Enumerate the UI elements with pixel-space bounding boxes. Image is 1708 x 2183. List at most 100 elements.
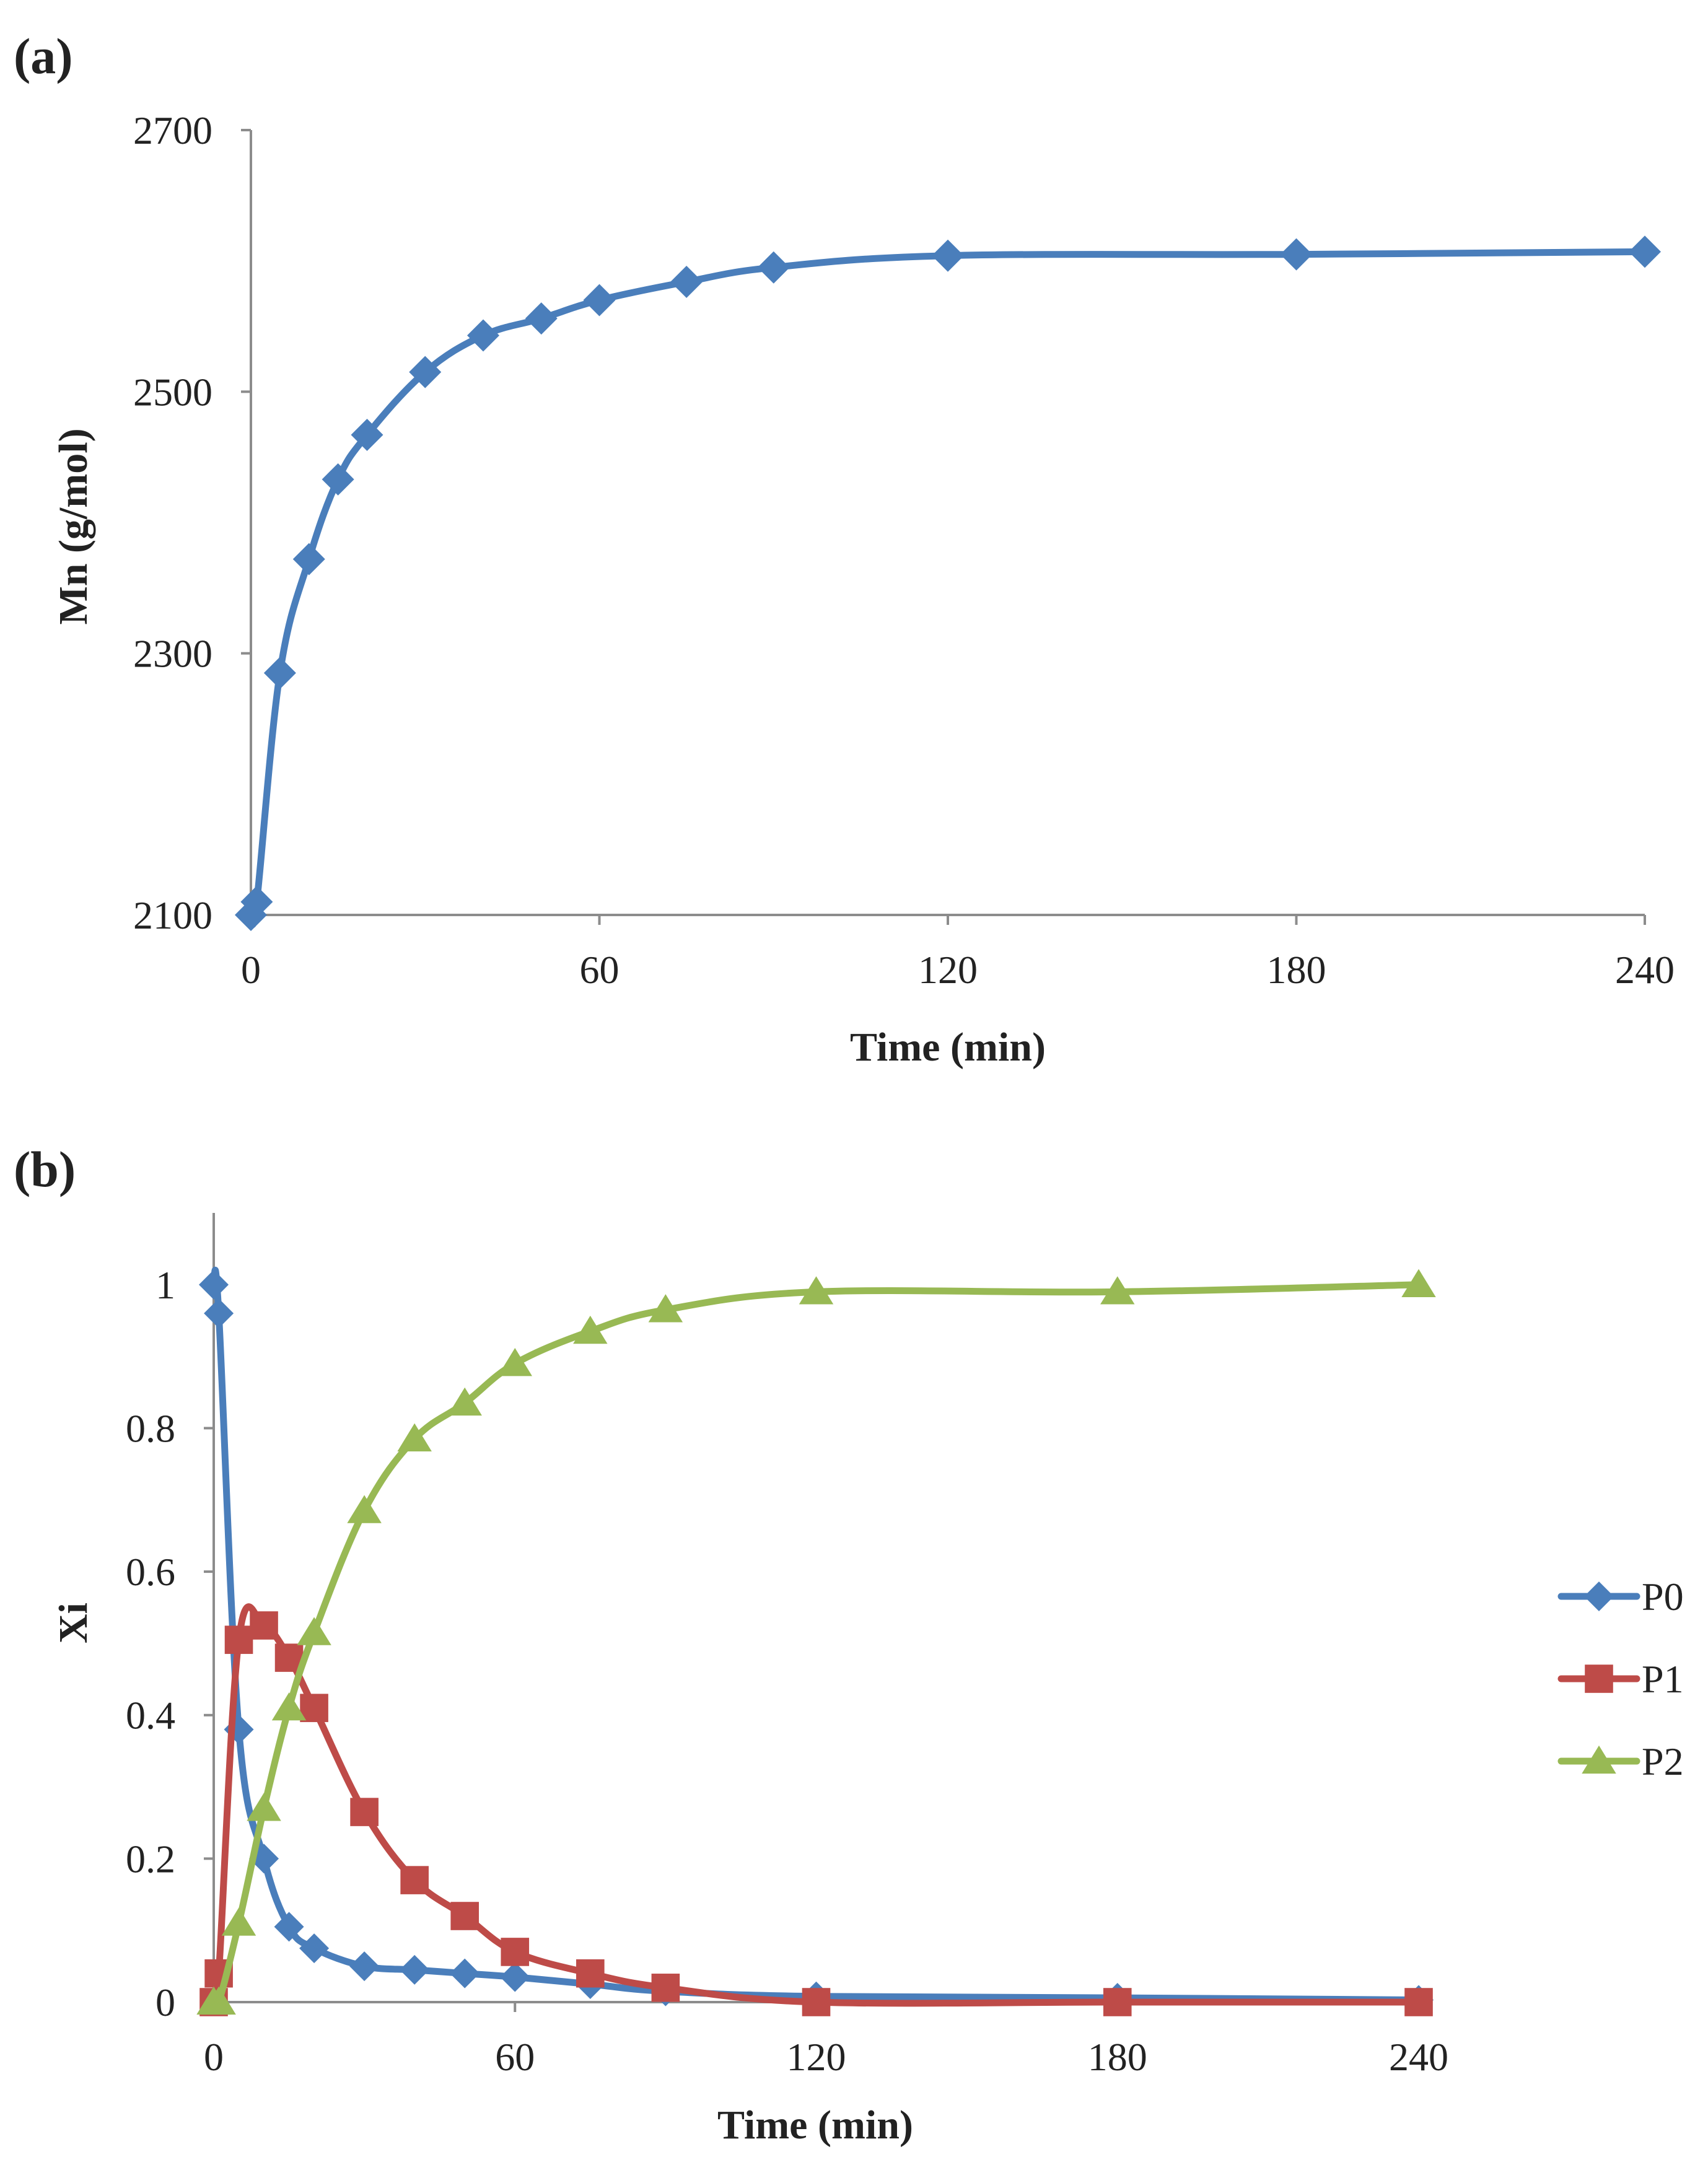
y-tick-label: 2500 [133,370,212,414]
x-tick-label: 120 [918,948,978,992]
panel-b-axes [204,1213,1420,2012]
panel-b-label: (b) [14,1141,76,1197]
panel-a-tick-labels: 2100 2300 2500 2700 0 60 120 180 240 [133,108,1675,992]
data-point [757,251,790,284]
data-point [322,463,354,496]
y-tick-label: 2700 [133,108,212,152]
data-point [271,1692,307,1721]
x-tick-label: 0 [204,2035,224,2079]
y-tick-label: 2100 [133,893,212,937]
panel-b-legend: P0 P1 P2 [1557,1575,1684,1783]
panel-b-x-axis-title: Time (min) [717,2102,913,2148]
data-point [1404,1988,1433,2016]
series-line-p2 [210,1281,1422,2012]
y-tick-label: 0.8 [126,1406,175,1450]
panel-a-series [235,235,1661,931]
legend-marker [1584,1581,1614,1611]
data-point [240,885,273,918]
data-point [648,1294,683,1323]
data-point [497,1348,532,1376]
data-point [651,1974,680,2002]
data-point [247,1793,281,1821]
data-point [397,1423,432,1451]
series-line-p0 [210,1266,1422,2003]
y-tick-label: 1 [155,1263,175,1307]
data-point [263,657,296,689]
data-point [204,1298,234,1329]
data-point [467,319,499,352]
data-point [347,1495,382,1523]
data-point [501,1938,530,1966]
data-point [1401,1269,1436,1297]
y-tick-label: 0.4 [126,1694,175,1738]
data-point [1629,235,1661,268]
y-tick-label: 2300 [133,632,212,676]
data-point [297,1617,331,1645]
series-p1 [199,1603,1433,2016]
legend-label: P2 [1642,1739,1684,1783]
data-point [525,302,558,335]
panel-b-chart: (b) 0 0.2 0.4 0.6 0.8 1 0 60 120 180 240 Time (min… [14,1141,1684,2148]
x-tick-label: 180 [1267,948,1326,992]
panel-a-chart: (a) 2100 2300 2500 2700 0 60 120 180 240 Time (m… [14,28,1675,1070]
panel-b-series [196,1266,1436,2016]
panel-b-tick-labels: 0 0.2 0.4 0.6 0.8 1 0 60 120 180 240 [126,1263,1448,2079]
data-point [670,265,703,298]
data-point [292,543,325,575]
data-point [1280,238,1313,271]
x-tick-label: 240 [1389,2035,1448,2079]
x-tick-label: 0 [241,948,261,992]
data-point [802,1988,831,2016]
x-tick-label: 60 [580,948,620,992]
legend-item-p2: P2 [1557,1739,1684,1783]
y-tick-label: 0.2 [126,1837,175,1881]
series-p2 [196,1269,1436,2015]
data-point [400,1866,429,1894]
series-mn [235,235,1661,931]
panel-a-label: (a) [14,28,73,84]
legend-marker [1582,1745,1616,1774]
series-line-p1 [210,1603,1422,2015]
legend-marker [1585,1665,1613,1693]
data-point [447,1387,482,1416]
series-line-mn [247,248,1649,929]
data-point [1103,1988,1132,2016]
data-point [199,1269,229,1300]
x-tick-label: 60 [495,2035,535,2079]
data-point [573,1315,608,1344]
data-point [799,1276,834,1305]
legend-label: P0 [1642,1575,1684,1619]
panel-b-y-axis-title: Xi [51,1603,96,1643]
data-point [409,356,442,388]
legend-item-p1: P1 [1557,1657,1684,1701]
y-tick-label: 0.6 [126,1550,175,1594]
legend-label: P1 [1642,1657,1684,1701]
x-tick-label: 180 [1088,2035,1147,2079]
data-point [201,1986,236,2015]
data-point [450,1902,480,1930]
data-point [224,1625,253,1654]
data-point [350,1798,379,1826]
data-point [450,1958,480,1988]
panel-a-x-axis-title: Time (min) [850,1025,1046,1070]
data-point [500,1962,530,1992]
data-point [299,1933,330,1964]
data-point [250,1611,278,1640]
panel-a-axes [241,129,1646,925]
data-point [349,1951,380,1982]
data-point [221,1907,256,1936]
x-tick-label: 120 [787,2035,846,2079]
data-point [576,1959,605,1988]
data-point [583,284,616,317]
data-point [400,1954,430,1985]
x-tick-label: 240 [1615,948,1675,992]
legend-item-p0: P0 [1557,1575,1684,1619]
data-point [274,1912,304,1942]
panel-a-y-axis-title: Mn (g/mol) [51,428,96,624]
data-point [1100,1276,1135,1305]
y-tick-label: 0 [155,1980,175,2024]
data-point [300,1694,328,1722]
series-p0 [199,1266,1434,2015]
data-point [351,419,383,452]
